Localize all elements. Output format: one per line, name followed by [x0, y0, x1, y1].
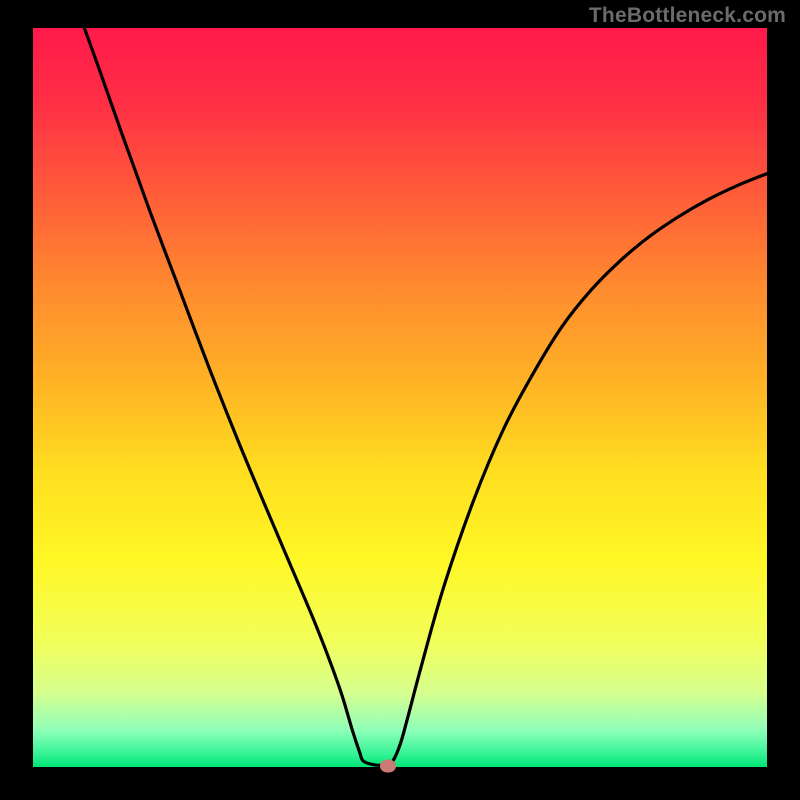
watermark-text: TheBottleneck.com: [589, 4, 786, 28]
bottleneck-chart: [0, 0, 800, 800]
plot-background: [33, 28, 767, 767]
chart-container: TheBottleneck.com: [0, 0, 800, 800]
minimum-marker: [380, 759, 396, 772]
